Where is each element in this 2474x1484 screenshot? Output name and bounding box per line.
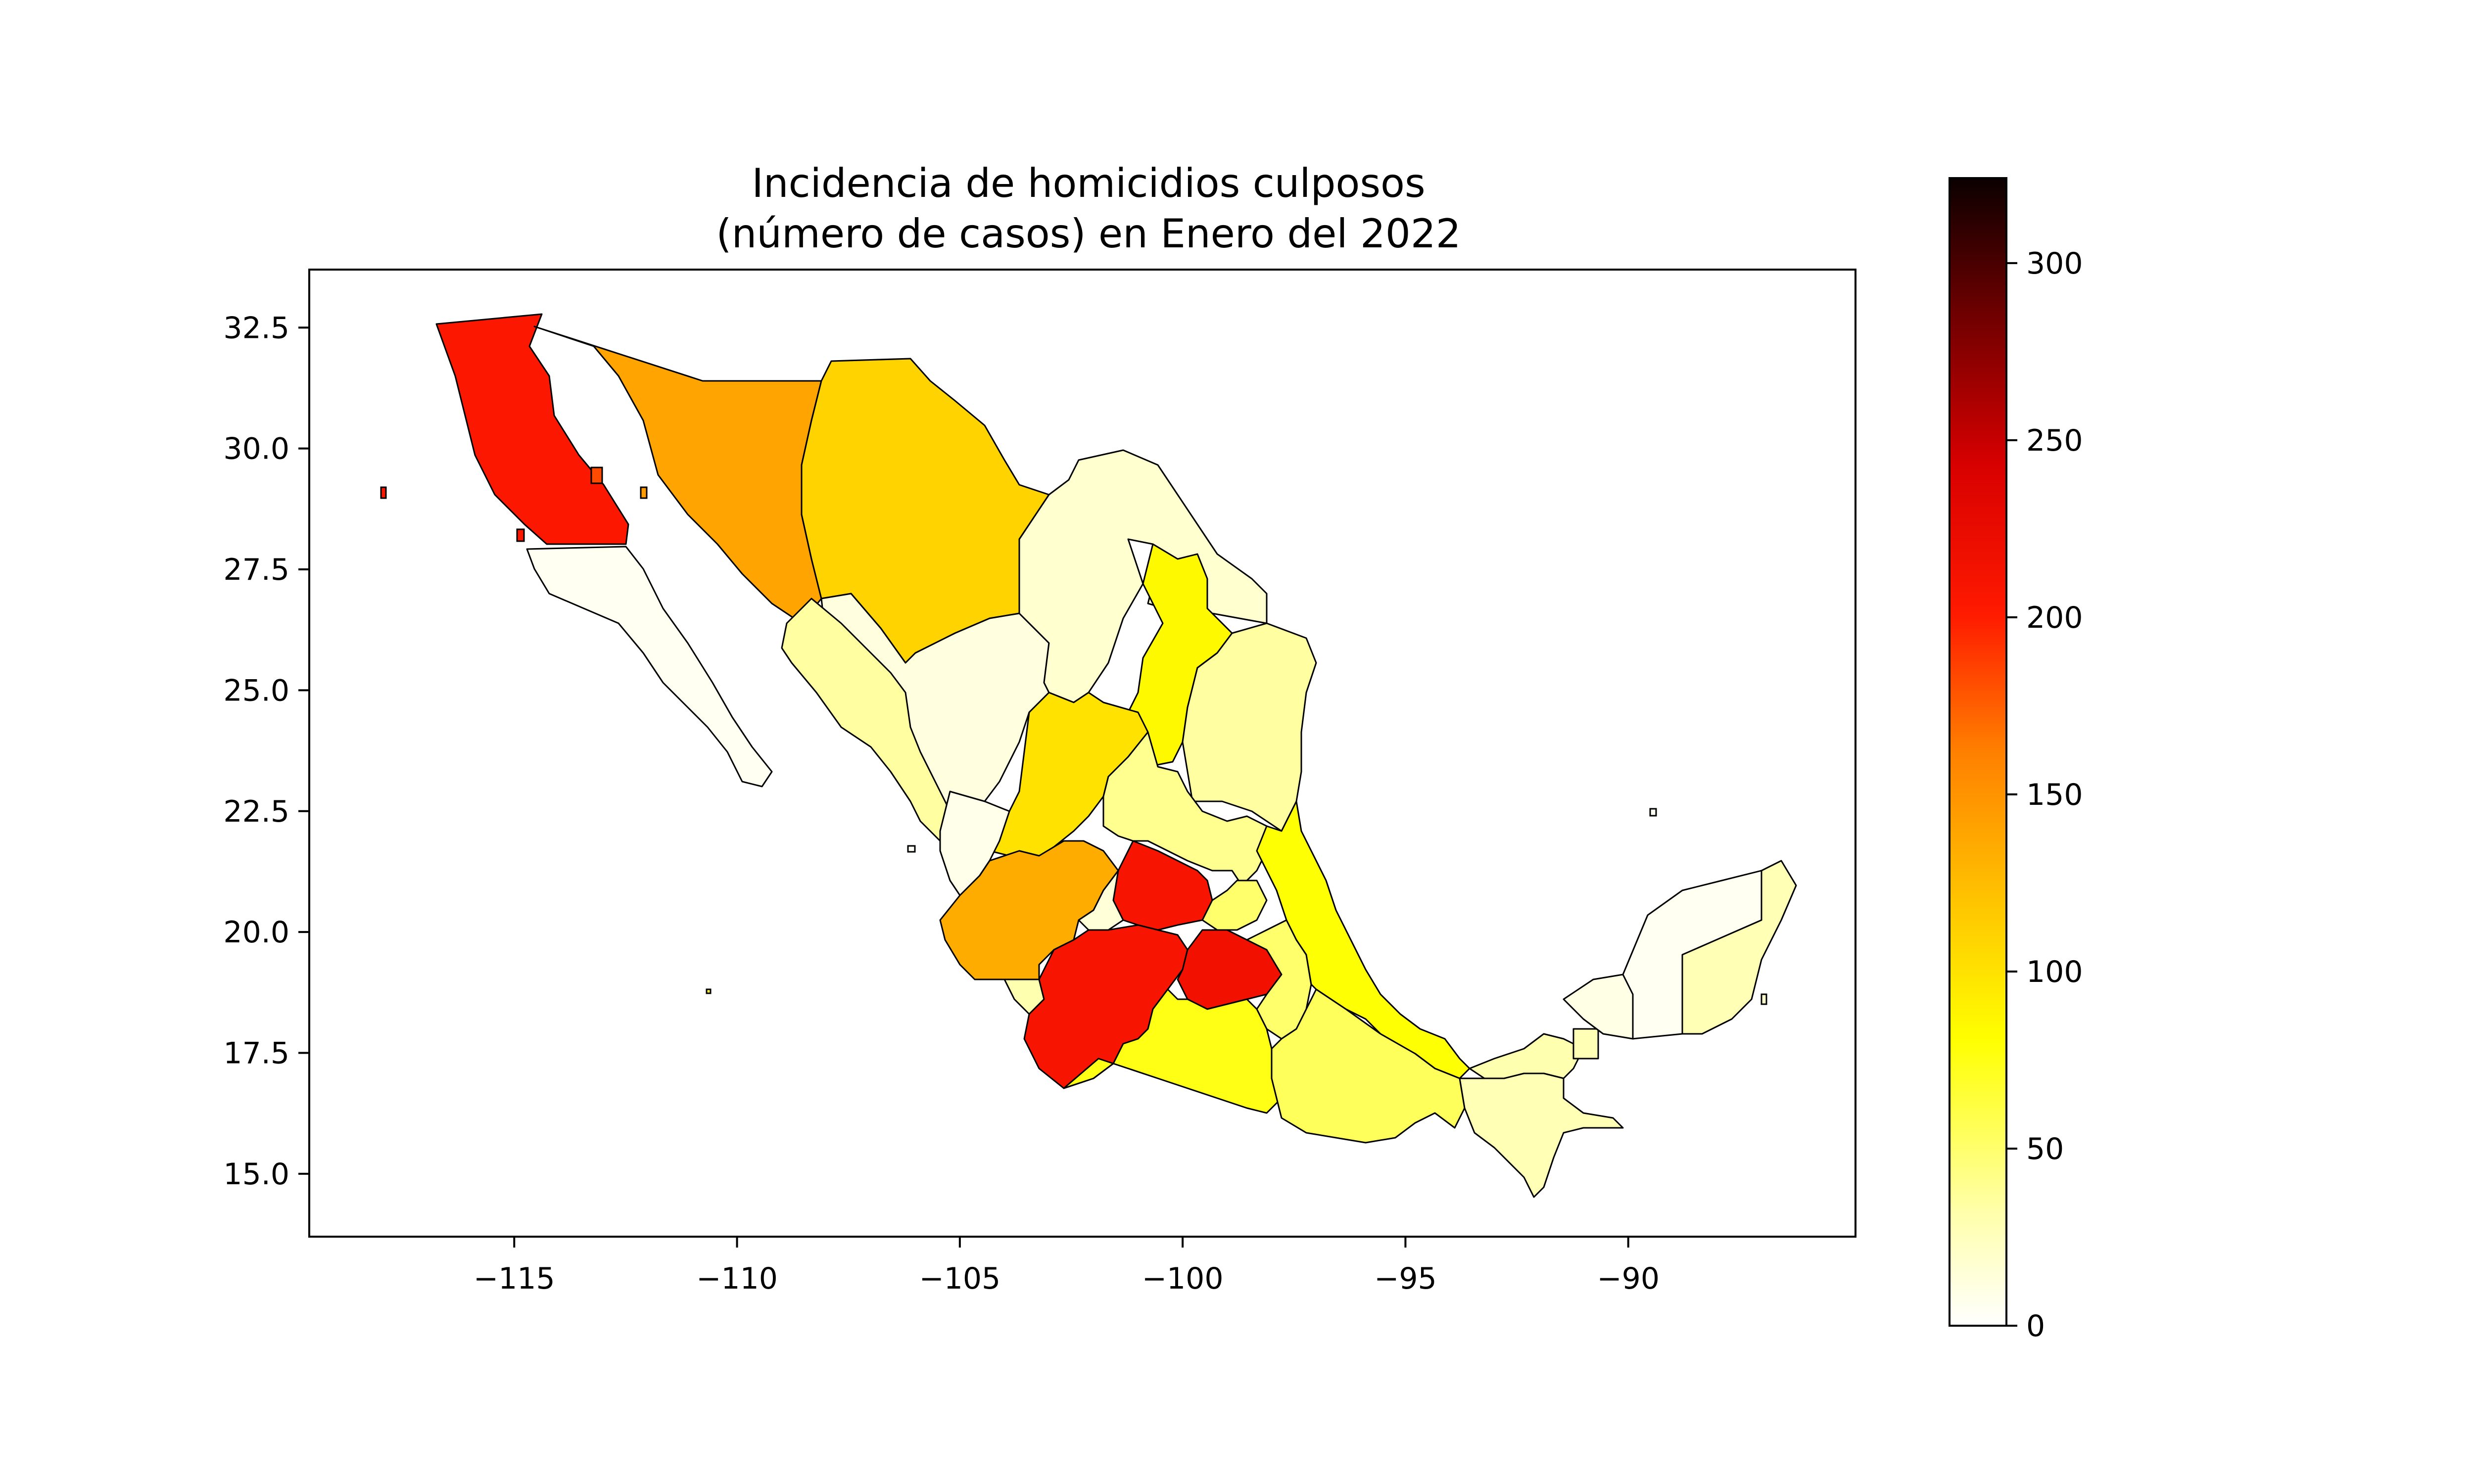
y-tick-label: 30.0 (223, 432, 289, 466)
state-central-capital (1177, 929, 1283, 1010)
x-tick-label: −100 (1142, 1261, 1224, 1296)
y-tick-label: 20.0 (223, 915, 289, 950)
map-axes-frame (308, 269, 1856, 1238)
state-central-small-b (1201, 880, 1268, 931)
colorbar-tick-label: 50 (2026, 1132, 2064, 1166)
x-tick-label: −110 (696, 1261, 778, 1296)
state-northwest-peninsula-north (435, 313, 629, 545)
y-tick-label: 17.5 (223, 1036, 289, 1071)
x-tick-label: −90 (1597, 1261, 1660, 1296)
island-marias (907, 845, 916, 853)
islands (380, 466, 1767, 1005)
island-tiburon (590, 466, 603, 484)
map-title-line1: Incidencia de homicidios culposos (752, 160, 1425, 206)
island-guadalupe (380, 486, 387, 499)
state-gulf-south (1469, 1033, 1584, 1079)
island-angel (640, 486, 648, 499)
y-tick-label: 32.5 (223, 311, 289, 345)
state-southeast-small (1572, 1028, 1599, 1060)
state-northeast-gulf (1182, 622, 1317, 832)
colorbar-tick-label: 300 (2026, 246, 2083, 281)
island-revillagigedo (706, 988, 712, 994)
colorbar-tick-label: 150 (2026, 778, 2083, 812)
colorbar-tick-label: 250 (2026, 423, 2083, 458)
y-tick-label: 27.5 (223, 553, 289, 587)
map-title-line2: (número de casos) en Enero del 2022 (716, 211, 1461, 257)
state-southeast-border (1459, 1072, 1624, 1198)
state-polygons (435, 313, 1797, 1198)
colorbar-tick-label: 100 (2026, 955, 2083, 989)
y-tick-label: 15.0 (223, 1157, 289, 1192)
state-northwest-peninsula-south (526, 546, 773, 788)
x-axis-ticks: −115 −110 −105 −100 −95 −90 (474, 1237, 1660, 1296)
y-tick-label: 25.0 (223, 673, 289, 708)
island-arrecife (1649, 808, 1657, 817)
island-cedros (516, 528, 525, 542)
x-tick-label: −115 (474, 1261, 555, 1296)
x-tick-label: −95 (1374, 1261, 1437, 1296)
colorbar-ticks: 0 50 100 150 200 250 300 (2006, 246, 2083, 1344)
colorbar-tick-label: 200 (2026, 601, 2083, 635)
y-tick-label: 22.5 (223, 794, 289, 829)
state-south-pacific (1063, 988, 1283, 1114)
colorbar-tick-label: 0 (2026, 1309, 2045, 1344)
x-tick-label: −105 (919, 1261, 1000, 1296)
state-peninsula-east (1681, 860, 1797, 1035)
state-south-central (1271, 988, 1466, 1144)
colorbar (1949, 177, 2007, 1327)
y-axis-ticks: 15.0 17.5 20.0 22.5 25.0 27.5 30.0 32.5 (223, 311, 309, 1192)
island-cozumel (1760, 993, 1767, 1005)
